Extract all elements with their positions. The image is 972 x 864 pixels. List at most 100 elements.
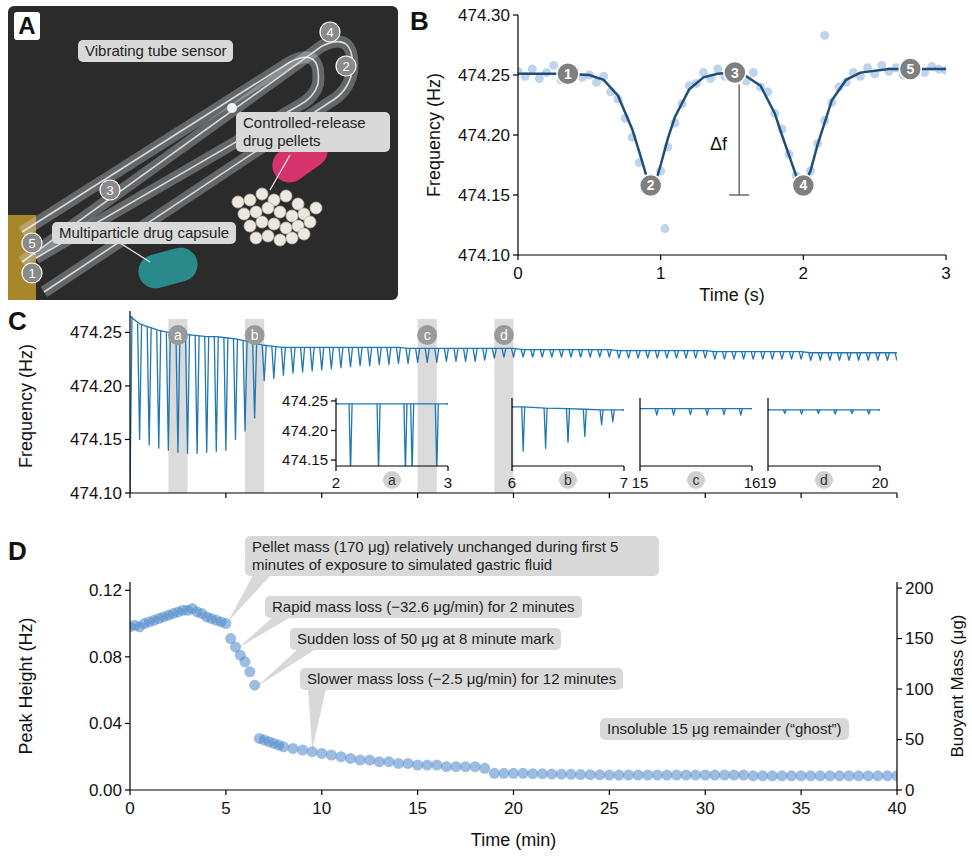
data-point <box>355 755 366 766</box>
frequency-dip <box>569 350 573 357</box>
data-point <box>690 770 701 781</box>
data-point <box>585 769 596 780</box>
data-point <box>613 770 624 781</box>
frequency-dip <box>742 352 746 359</box>
point-label-bg <box>557 63 579 85</box>
x-tick <box>896 493 897 498</box>
baseline-line <box>512 407 624 410</box>
panel-c: 474.10474.15474.20474.25Frequency (Hz)Ca… <box>8 306 899 503</box>
x-tick-label: 20 <box>504 799 523 818</box>
highlight-label-bg <box>494 325 514 345</box>
data-point <box>535 74 544 83</box>
data-point <box>518 768 529 779</box>
y-tick-label: 100 <box>905 680 933 699</box>
frequency-dip <box>851 410 854 414</box>
frequency-dip <box>550 350 554 357</box>
data-point <box>729 770 740 781</box>
x-tick <box>321 790 322 795</box>
x-tick-label: 2 <box>332 474 340 491</box>
frequency-dip <box>751 352 755 359</box>
frequency-dip <box>783 410 786 414</box>
data-point <box>872 770 883 781</box>
frequency-dip <box>377 404 380 466</box>
panel-letter: C <box>8 306 27 336</box>
frequency-dip <box>444 348 448 361</box>
data-point <box>244 666 255 677</box>
x-tick-label: 16 <box>744 474 761 491</box>
marker <box>22 263 42 283</box>
data-point <box>508 768 519 779</box>
y-tick <box>125 789 130 790</box>
pellet <box>274 234 286 246</box>
frequency-dip <box>195 336 199 454</box>
x-tick-label: 1 <box>656 264 665 283</box>
data-point <box>681 770 692 781</box>
data-point <box>767 770 778 781</box>
frequency-dip <box>512 348 516 357</box>
y-tick-label: 474.25 <box>458 66 510 85</box>
x-tick <box>129 493 130 498</box>
x-tick-label: 15 <box>632 474 649 491</box>
x-tick <box>417 790 418 795</box>
data-point <box>441 761 452 772</box>
marker-label: 4 <box>326 25 333 40</box>
frequency-dip <box>138 324 142 440</box>
frequency-dip <box>598 350 602 357</box>
axis-title: Peak Height (Hz) <box>16 617 36 754</box>
data-point <box>834 770 845 781</box>
x-tick <box>896 790 897 795</box>
frequency-dip <box>817 410 820 414</box>
frequency-dip <box>310 347 314 371</box>
baseline-line <box>768 409 880 410</box>
y-tick <box>897 739 902 740</box>
frequency-dip <box>483 348 487 360</box>
inset-label-bg <box>815 471 833 489</box>
data-point <box>709 770 720 781</box>
marker-label: 5 <box>28 236 35 251</box>
y-tick <box>897 789 902 790</box>
frequency-dip <box>233 339 237 440</box>
frequency-dip <box>435 404 438 466</box>
inset: 1516c <box>632 398 761 491</box>
frequency-dip <box>672 409 675 416</box>
frequency-dip <box>636 351 640 358</box>
plot-area <box>130 603 897 781</box>
frequency-dip <box>867 410 870 414</box>
inset-label: a <box>388 472 396 488</box>
pellet <box>256 188 268 200</box>
frequency-dip <box>627 351 631 358</box>
data-point <box>537 768 548 779</box>
y-tick-label: 200 <box>905 579 933 598</box>
delta-bracket <box>738 85 739 195</box>
frequency-dip <box>329 347 333 368</box>
frequency-dip <box>281 347 285 375</box>
plot-area <box>518 31 946 233</box>
point-label: 4 <box>799 177 807 193</box>
frequency-dip <box>847 353 851 360</box>
frequency-dip <box>320 347 324 369</box>
frequency-dip <box>387 347 391 364</box>
y-tick-label: 474.20 <box>458 126 510 145</box>
x-tick-label: 25 <box>600 799 619 818</box>
plot-area <box>130 316 897 493</box>
marker-label: 3 <box>106 183 113 198</box>
x-tick <box>609 790 610 795</box>
data-point <box>528 65 537 74</box>
x-tick <box>801 790 802 795</box>
data-point <box>844 770 855 781</box>
data-point <box>460 761 471 772</box>
frequency-dip <box>521 350 525 357</box>
y-tick <box>897 587 902 588</box>
photo-label: Controlled-release drug pellets <box>236 112 390 152</box>
y-tick-label: 474.15 <box>458 186 510 205</box>
data-point <box>594 769 605 780</box>
frequency-dip <box>588 350 592 357</box>
data-point <box>853 770 864 781</box>
x-tick <box>225 790 226 795</box>
panel-letter: D <box>8 536 27 566</box>
data-point <box>661 770 672 781</box>
pellet <box>262 202 274 214</box>
y-tick <box>125 332 130 333</box>
figure: 12345AΔf123450123474.10474.15474.20474.2… <box>0 0 972 864</box>
x-tick-label: 3 <box>444 474 452 491</box>
